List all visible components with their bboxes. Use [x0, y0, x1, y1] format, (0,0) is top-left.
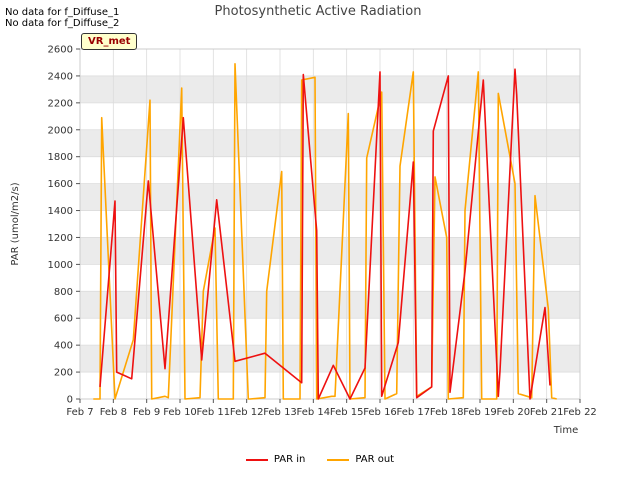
- x-tick-label: Feb 21: [530, 407, 564, 418]
- series-group: [93, 62, 557, 400]
- y-tick-label: 1200: [48, 233, 73, 244]
- background-bands: [80, 75, 580, 373]
- x-axis-label: Time: [553, 425, 578, 436]
- legend-label-par-in: PAR in: [273, 454, 306, 465]
- grid-lines: [79, 48, 581, 400]
- x-tick-label: Feb 17: [397, 407, 431, 418]
- y-axis: 0 200 400 600 800 1000 1200 1400 1600 1800 2000 220…: [48, 45, 80, 406]
- x-axis: Feb 7 Feb 8 Feb 9 Feb 10 Feb 11 Feb 12 Feb 13 F…: [66, 399, 597, 418]
- x-tick-label: Feb 19: [463, 407, 497, 418]
- site-badge: VR_met: [81, 33, 138, 50]
- x-tick-label: Feb 9: [133, 407, 160, 418]
- background-band: [80, 75, 580, 103]
- x-tick-label: Feb 12: [230, 407, 264, 418]
- x-tick-label: Feb 22: [563, 407, 597, 418]
- legend: PAR in PAR out: [0, 454, 640, 465]
- y-tick-label: 0: [67, 395, 73, 406]
- background-band: [80, 129, 580, 157]
- y-tick-label: 2200: [48, 98, 73, 109]
- y-axis-label: PAR (umol/m2/s): [10, 182, 21, 265]
- legend-item-par-in[interactable]: PAR in: [245, 454, 306, 465]
- background-band: [80, 291, 580, 319]
- x-tick-label: Feb 11: [197, 407, 231, 418]
- no-data-note-2: No data for f_Diffuse_2: [5, 18, 120, 29]
- y-tick-label: 1600: [48, 179, 73, 190]
- y-tick-label: 600: [54, 314, 73, 325]
- x-tick-label: Feb 7: [66, 407, 93, 418]
- y-tick-label: 1800: [48, 152, 73, 163]
- background-band: [80, 345, 580, 373]
- x-tick-label: Feb 10: [163, 407, 197, 418]
- x-tick-label: Feb 15: [330, 407, 364, 418]
- x-tick-label: Feb 16: [363, 407, 397, 418]
- chart-title: Photosynthetic Active Radiation: [215, 4, 422, 19]
- legend-label-par-out: PAR out: [355, 454, 395, 465]
- legend-swatch-par-out: [327, 458, 350, 461]
- y-tick-label: 200: [54, 368, 73, 379]
- y-tick-label: 800: [54, 287, 73, 298]
- legend-item-par-out[interactable]: PAR out: [327, 454, 394, 465]
- plot-frame: [79, 48, 581, 400]
- x-tick-label: Feb 20: [497, 407, 531, 418]
- y-tick-label: 400: [54, 341, 73, 352]
- y-tick-label: 2400: [48, 71, 73, 82]
- background-band: [80, 183, 580, 211]
- x-tick-label: Feb 14: [297, 407, 331, 418]
- x-tick-label: Feb 13: [263, 407, 297, 418]
- series-line-par-in: [99, 68, 551, 400]
- no-data-note-1: No data for f_Diffuse_1: [5, 7, 120, 18]
- y-tick-label: 2000: [48, 125, 73, 136]
- legend-swatch-par-in: [245, 458, 268, 461]
- x-tick-label: Feb 18: [430, 407, 464, 418]
- y-tick-label: 1400: [48, 206, 73, 217]
- x-tick-label: Feb 8: [100, 407, 127, 418]
- y-tick-label: 2600: [48, 45, 73, 56]
- y-tick-label: 1000: [48, 260, 73, 271]
